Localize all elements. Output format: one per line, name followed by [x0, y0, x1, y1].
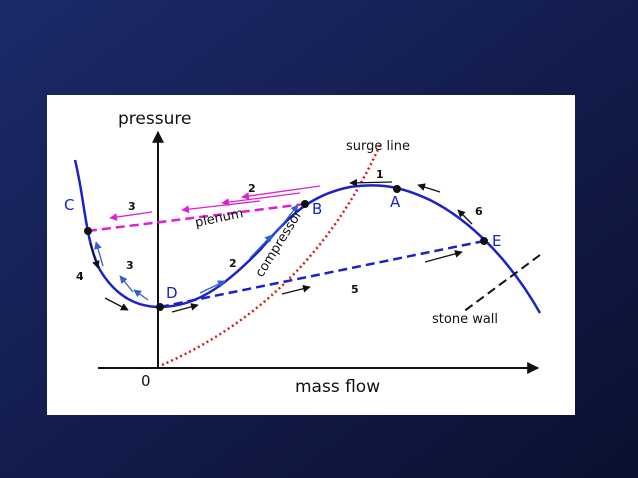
surge-line-label: surge line [346, 139, 410, 154]
y-axis-label: pressure [118, 109, 191, 129]
characteristic-curve [73, 159, 542, 314]
stone-wall-line [462, 254, 541, 313]
step-label: 2 [229, 257, 237, 270]
point-label: E [492, 232, 501, 250]
step-label: 4 [76, 270, 84, 283]
step-label: 1 [376, 168, 384, 181]
point-label: A [390, 193, 401, 211]
step-label: 3 [128, 200, 136, 213]
plenum-line [87, 202, 306, 233]
x-axis-label: mass flow [295, 377, 380, 397]
surge-line [161, 144, 382, 367]
point-label: D [166, 284, 178, 302]
step-label: 5 [351, 283, 359, 296]
stone-wall-label: stone wall [432, 312, 498, 327]
arrows [89, 178, 473, 313]
origin-label: 0 [141, 372, 151, 390]
step-label: 2 [248, 182, 256, 195]
step-label: 3 [126, 259, 134, 272]
point-label: C [64, 196, 74, 214]
step-label: 6 [475, 205, 483, 218]
points [84, 185, 488, 311]
point-label: B [312, 200, 322, 218]
